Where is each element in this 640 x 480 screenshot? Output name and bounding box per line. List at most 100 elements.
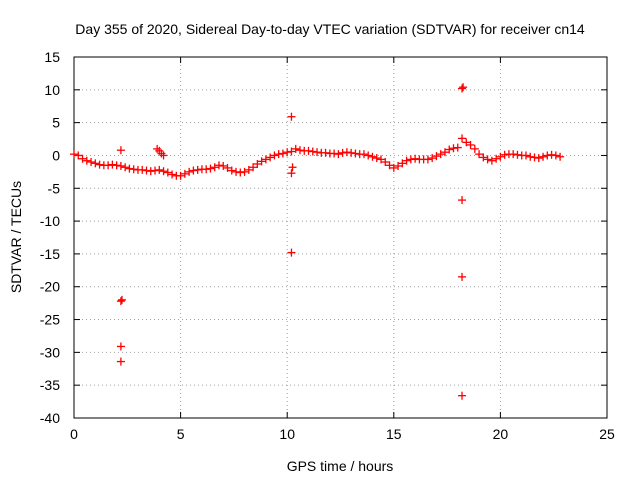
y-tick-label: -20 bbox=[40, 279, 60, 295]
data-point bbox=[458, 391, 467, 400]
x-tick-label: 5 bbox=[177, 426, 185, 442]
data-point bbox=[155, 165, 164, 174]
data-point bbox=[78, 154, 87, 163]
data-point bbox=[104, 161, 113, 170]
data-point bbox=[543, 151, 552, 160]
data-point bbox=[342, 148, 351, 157]
y-tick-label: 15 bbox=[44, 49, 60, 65]
data-point bbox=[261, 155, 270, 164]
y-tick-label: -10 bbox=[40, 213, 60, 229]
data-point bbox=[364, 151, 373, 160]
data-point bbox=[539, 152, 548, 161]
data-point bbox=[151, 166, 160, 175]
data-point bbox=[91, 159, 100, 168]
data-point bbox=[475, 150, 484, 159]
data-point bbox=[449, 144, 458, 153]
data-point bbox=[509, 150, 518, 159]
data-point bbox=[411, 154, 420, 163]
y-tick-label: -30 bbox=[40, 344, 60, 360]
data-point bbox=[206, 164, 215, 173]
data-point bbox=[381, 158, 390, 167]
data-point bbox=[112, 161, 121, 170]
data-point bbox=[116, 146, 125, 155]
data-point bbox=[180, 169, 189, 178]
data-point bbox=[288, 163, 297, 172]
data-point bbox=[432, 152, 441, 161]
data-point bbox=[116, 161, 125, 170]
data-point bbox=[462, 138, 471, 147]
data-point bbox=[304, 146, 313, 155]
x-tick-label: 15 bbox=[386, 426, 402, 442]
data-point bbox=[368, 152, 377, 161]
data-point bbox=[287, 248, 296, 257]
data-point bbox=[278, 149, 287, 158]
data-point bbox=[257, 157, 266, 166]
y-tick-label: -25 bbox=[40, 312, 60, 328]
data-point bbox=[330, 149, 339, 158]
data-point bbox=[287, 112, 296, 121]
data-point bbox=[402, 156, 411, 165]
data-point bbox=[227, 166, 236, 175]
data-point bbox=[287, 169, 296, 178]
data-point bbox=[232, 167, 241, 176]
data-points bbox=[70, 83, 565, 400]
data-point bbox=[359, 150, 368, 159]
data-point bbox=[138, 165, 147, 174]
y-tick-label: -5 bbox=[48, 180, 61, 196]
data-point bbox=[295, 146, 304, 155]
data-point bbox=[189, 166, 198, 175]
y-tick-label: -40 bbox=[40, 410, 60, 426]
data-point bbox=[428, 154, 437, 163]
data-point bbox=[394, 161, 403, 170]
data-point bbox=[526, 152, 535, 161]
data-point bbox=[308, 147, 317, 156]
data-point bbox=[168, 170, 177, 179]
data-point bbox=[458, 272, 467, 281]
data-point bbox=[385, 161, 394, 170]
data-point bbox=[270, 151, 279, 160]
data-point bbox=[347, 148, 356, 157]
data-point bbox=[253, 159, 262, 168]
data-point bbox=[185, 167, 194, 176]
data-point bbox=[423, 155, 432, 164]
data-point bbox=[406, 155, 415, 164]
data-point bbox=[530, 153, 539, 162]
data-point bbox=[95, 160, 104, 169]
data-point bbox=[249, 163, 258, 172]
data-point bbox=[389, 163, 398, 172]
data-point bbox=[453, 143, 462, 152]
data-point bbox=[219, 161, 228, 170]
data-point bbox=[377, 155, 386, 164]
y-tick-label: 5 bbox=[52, 115, 60, 131]
data-point bbox=[458, 134, 467, 143]
data-point bbox=[266, 153, 275, 162]
x-tick-label: 25 bbox=[599, 426, 615, 442]
y-tick-label: 10 bbox=[44, 82, 60, 98]
data-point bbox=[176, 171, 185, 180]
data-point bbox=[351, 149, 360, 158]
data-point bbox=[116, 342, 125, 351]
data-point bbox=[70, 150, 78, 159]
data-point bbox=[129, 165, 138, 174]
y-tick-label: -15 bbox=[40, 246, 60, 262]
data-point bbox=[334, 150, 343, 159]
data-point bbox=[74, 151, 83, 160]
data-point bbox=[313, 148, 322, 157]
data-point bbox=[521, 151, 530, 160]
data-point bbox=[142, 166, 151, 175]
data-point bbox=[287, 147, 296, 156]
data-point bbox=[116, 357, 125, 366]
y-axis-title: SDTVAR / TECUs bbox=[8, 181, 24, 293]
axis-ticks: 0 5 10 15 20 25 15 10 5 0 -5 -10 -15 -20 -25 -30 -35 -40 bbox=[40, 49, 615, 442]
data-point bbox=[534, 154, 543, 163]
data-point bbox=[193, 165, 202, 174]
data-point bbox=[236, 168, 245, 177]
data-point bbox=[445, 145, 454, 154]
data-point bbox=[436, 150, 445, 159]
data-point bbox=[283, 148, 292, 157]
data-point bbox=[483, 155, 492, 164]
data-point bbox=[500, 150, 509, 159]
data-point bbox=[496, 152, 505, 161]
data-point bbox=[321, 148, 330, 157]
